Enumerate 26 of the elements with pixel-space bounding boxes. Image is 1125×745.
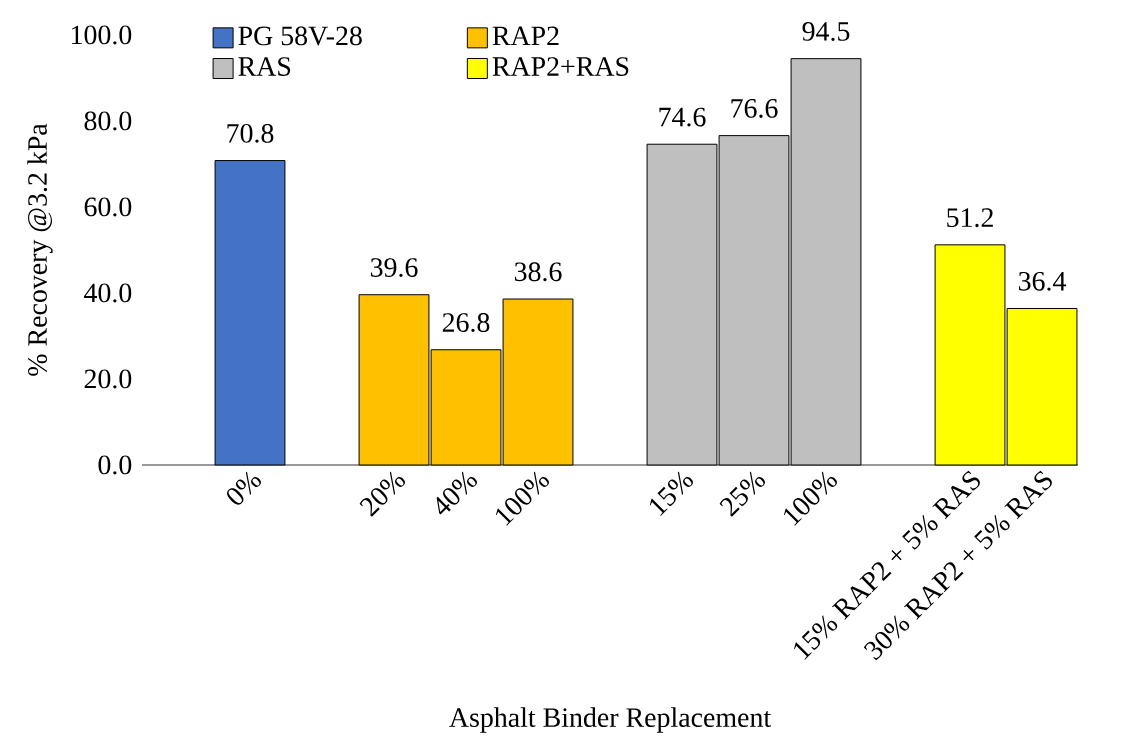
x-tick-label: 0% — [227, 471, 261, 505]
y-tick-label: 60.0 — [84, 197, 132, 217]
x-tick-label: 40% — [436, 471, 478, 515]
x-tick-label: 20% — [359, 471, 406, 517]
legend-label: RAP2+RAS — [492, 57, 629, 76]
data-label: 51.2 — [947, 208, 993, 228]
y-tick-label: 0.0 — [98, 455, 132, 475]
data-label: 70.8 — [227, 123, 274, 143]
legend-label: PG 58V-28 — [238, 26, 362, 46]
y-tick-label: 80.0 — [84, 111, 132, 131]
legend-label: RAS — [238, 57, 291, 76]
x-axis-title: Asphalt Binder Replacement — [449, 707, 772, 733]
legend-label: RAP2 — [492, 26, 559, 45]
y-tick-label: 40.0 — [84, 283, 132, 303]
x-tick-label: 15% — [649, 471, 694, 516]
data-label: 36.4 — [1018, 271, 1066, 291]
y-axis-title: % Recovery @3.2 kPa — [27, 123, 53, 376]
x-tick-label: 25% — [719, 471, 766, 517]
data-label: 26.8 — [442, 313, 490, 333]
y-tick-label: 20.0 — [84, 369, 132, 389]
data-label: 94.5 — [802, 22, 850, 41]
data-label: 38.6 — [514, 262, 562, 282]
data-label: 39.6 — [370, 258, 418, 278]
y-tick-label: 100.0 — [71, 25, 132, 45]
data-label: 74.6 — [659, 107, 706, 127]
data-label: 76.6 — [731, 99, 778, 118]
